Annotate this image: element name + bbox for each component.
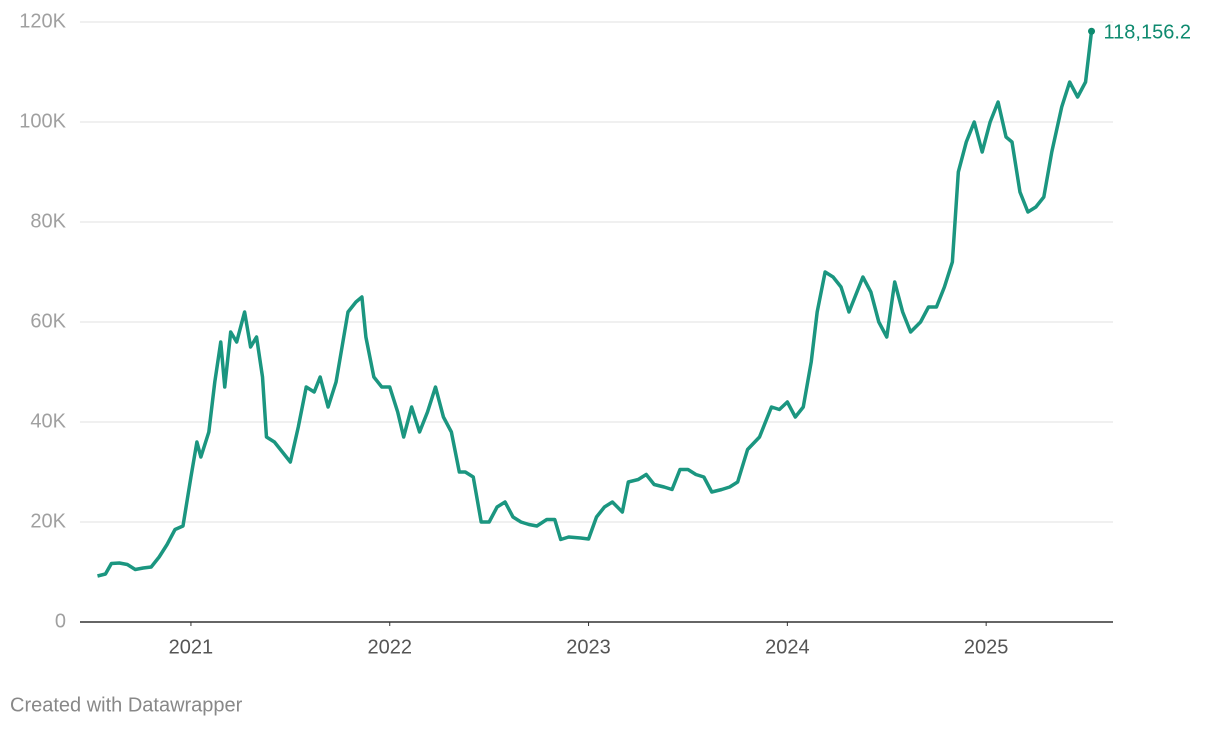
x-tick-label: 2025: [964, 636, 1009, 658]
end-label: 118,156.2: [1104, 22, 1192, 44]
y-tick-label: 60K: [30, 310, 66, 332]
y-tick-label: 20K: [30, 510, 66, 532]
footer: Created with Datawrapper: [10, 694, 243, 716]
y-tick-label: 80K: [30, 210, 66, 232]
x-tick-label: 2024: [765, 636, 810, 658]
x-tick-label: 2022: [367, 636, 412, 658]
x-tick-label: 2023: [566, 636, 611, 658]
y-tick-label: 0: [55, 610, 66, 632]
y-tick-label: 40K: [30, 410, 66, 432]
end-point: [1088, 27, 1096, 35]
y-tick-label: 120K: [19, 10, 66, 32]
y-tick-label: 100K: [19, 110, 66, 132]
line: [97, 31, 1094, 578]
x-tick-label: 2021: [169, 636, 214, 658]
